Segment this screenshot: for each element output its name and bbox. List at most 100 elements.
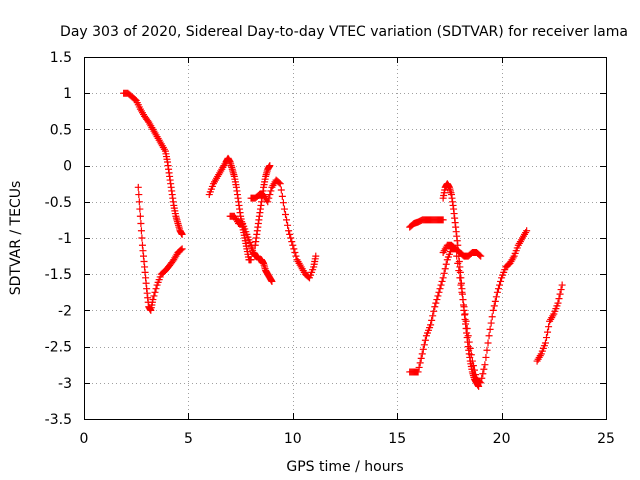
- grid-lines: [84, 57, 606, 419]
- data-point: [418, 350, 426, 358]
- data-point: [283, 216, 291, 224]
- y-tick-label: 0.5: [50, 122, 72, 138]
- data-point: [466, 344, 474, 352]
- data-point: [465, 338, 473, 346]
- data-point: [476, 251, 484, 259]
- data-point: [476, 378, 484, 386]
- data-point: [276, 180, 284, 188]
- data-point: [437, 281, 445, 289]
- series-sat-d: [226, 212, 276, 285]
- data-point: [481, 361, 489, 369]
- data-point: [436, 285, 444, 293]
- data-point: [523, 227, 531, 235]
- data-point: [493, 288, 501, 296]
- data-point: [459, 296, 467, 304]
- data-point: [264, 198, 272, 206]
- data-point: [544, 328, 552, 336]
- data-point: [458, 288, 466, 296]
- y-tick-label: 0: [63, 159, 72, 175]
- data-point: [421, 336, 429, 344]
- series-sat-f: [247, 176, 320, 282]
- series-sat-e: [251, 162, 274, 249]
- data-point: [484, 339, 492, 347]
- data-point: [464, 332, 472, 340]
- data-point: [152, 285, 160, 293]
- data-point: [150, 292, 158, 300]
- data-point: [137, 227, 145, 235]
- data-point: [472, 371, 479, 379]
- data-point: [430, 307, 438, 315]
- x-tick-label: 0: [80, 431, 89, 447]
- data-point: [456, 274, 464, 282]
- data-point: [178, 245, 186, 253]
- data-point: [490, 302, 498, 310]
- data-point: [463, 325, 471, 332]
- data-point: [277, 186, 285, 194]
- data-point: [289, 241, 297, 249]
- data-point: [492, 293, 500, 301]
- data-point: [138, 234, 146, 242]
- data-point: [416, 359, 424, 367]
- data-point: [486, 325, 494, 333]
- data-point: [428, 316, 436, 324]
- data-point: [468, 357, 476, 365]
- data-point: [312, 252, 320, 260]
- y-tick-label: 1.5: [50, 50, 72, 66]
- x-axis-label: GPS time / hours: [286, 459, 403, 475]
- data-point: [286, 230, 294, 238]
- data-point: [417, 354, 425, 362]
- data-point: [482, 353, 490, 361]
- data-point: [480, 365, 488, 373]
- data-point: [558, 281, 566, 289]
- series-sat-c: [205, 154, 255, 264]
- data-point: [488, 313, 496, 321]
- data-point: [441, 265, 449, 273]
- y-tick-label: -3: [58, 376, 72, 392]
- data-series: [120, 89, 566, 390]
- data-point: [557, 286, 565, 294]
- data-point: [427, 321, 435, 329]
- data-point: [284, 221, 292, 229]
- x-tick-label: 25: [597, 431, 615, 447]
- y-tick-label: -1: [58, 231, 72, 247]
- data-point: [135, 198, 143, 206]
- series-sat-k: [533, 281, 566, 365]
- data-point: [136, 205, 144, 213]
- data-point: [290, 245, 298, 253]
- series-sat-b: [134, 183, 186, 314]
- data-point: [491, 297, 499, 305]
- data-point: [442, 260, 450, 268]
- data-point: [440, 269, 448, 277]
- data-point: [247, 256, 255, 264]
- data-point: [554, 299, 562, 307]
- x-tick-label: 15: [388, 431, 406, 447]
- data-point: [275, 179, 283, 187]
- data-point: [494, 285, 502, 293]
- data-point: [288, 238, 296, 246]
- data-point: [265, 194, 273, 202]
- data-point: [419, 345, 427, 353]
- data-point: [469, 362, 477, 370]
- data-point: [415, 363, 423, 371]
- data-point: [267, 187, 275, 195]
- data-point: [280, 205, 288, 213]
- data-point: [485, 332, 493, 340]
- x-tick-label: 20: [493, 431, 511, 447]
- data-point: [453, 252, 461, 260]
- data-point: [431, 303, 439, 311]
- data-point: [433, 296, 441, 304]
- y-tick-label: 1: [63, 86, 72, 102]
- y-axis-label: SDTVAR / TECUs: [8, 181, 24, 296]
- y-tick-label: -3.5: [45, 412, 72, 428]
- data-point: [291, 248, 299, 256]
- data-point: [435, 288, 443, 296]
- data-point: [136, 212, 144, 220]
- y-tick-label: -1.5: [45, 267, 72, 283]
- series-sat-j: [439, 227, 531, 387]
- data-point: [135, 191, 143, 199]
- data-point: [151, 288, 159, 296]
- data-point: [497, 277, 505, 285]
- data-point: [279, 199, 287, 207]
- y-tick-label: -2.5: [45, 340, 72, 356]
- data-point: [470, 366, 478, 374]
